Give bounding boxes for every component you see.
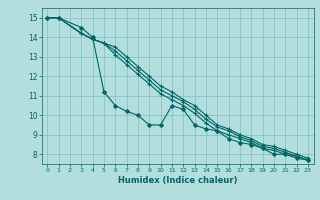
- X-axis label: Humidex (Indice chaleur): Humidex (Indice chaleur): [118, 176, 237, 185]
